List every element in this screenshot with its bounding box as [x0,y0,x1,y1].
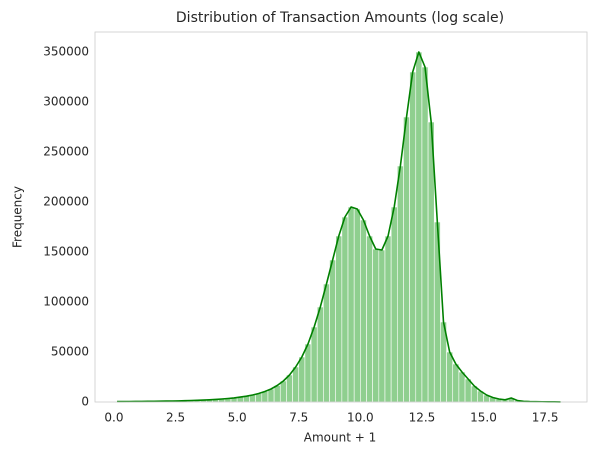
bar [403,116,410,403]
bar [341,216,349,403]
bar [304,343,312,403]
bar [396,165,404,403]
bar [316,306,324,403]
x-tick-label: 5.0 [228,411,247,425]
bar [347,206,355,403]
bar [452,363,460,403]
bar [323,283,330,403]
bar [279,380,287,403]
x-tick-label: 0.0 [104,411,123,425]
bar [378,249,386,403]
bar [409,71,417,403]
y-tick-label: 200000 [43,195,89,209]
bar [329,259,337,403]
y-tick-label: 350000 [43,45,89,59]
y-tick-label: 300000 [43,95,89,109]
bar [292,366,300,403]
bar [390,206,398,403]
bar [415,51,423,403]
bar [360,219,367,403]
bar [446,351,454,403]
y-axis-label: Frequency [11,186,25,248]
density-line [117,51,561,403]
x-tick-label: 7.5 [289,411,308,425]
x-tick-label: 15.0 [470,411,497,425]
y-tick-label: 100000 [43,295,89,309]
x-tick-label: 17.5 [532,411,559,425]
bar [366,235,373,403]
x-axis-label: Amount + 1 [304,431,376,445]
bar [335,235,343,403]
bar [286,374,293,403]
x-tick-label: 2.5 [166,411,185,425]
bar [261,391,269,403]
bar [353,208,361,403]
bar [372,248,380,403]
y-tick-label: 0 [81,395,89,409]
bar [267,388,275,403]
plot-border [94,31,588,403]
y-tick-label: 50000 [51,345,89,359]
bar [421,66,429,403]
y-tick-label: 150000 [43,245,89,259]
bar [298,356,306,403]
bar [458,371,466,403]
bar [273,385,281,403]
x-tick-label: 12.5 [409,411,436,425]
bar [384,235,392,403]
chart-title: Distribution of Transaction Amounts (log… [176,10,504,26]
x-tick-label: 10.0 [347,411,374,425]
bar [310,326,318,403]
y-tick-label: 250000 [43,145,89,159]
